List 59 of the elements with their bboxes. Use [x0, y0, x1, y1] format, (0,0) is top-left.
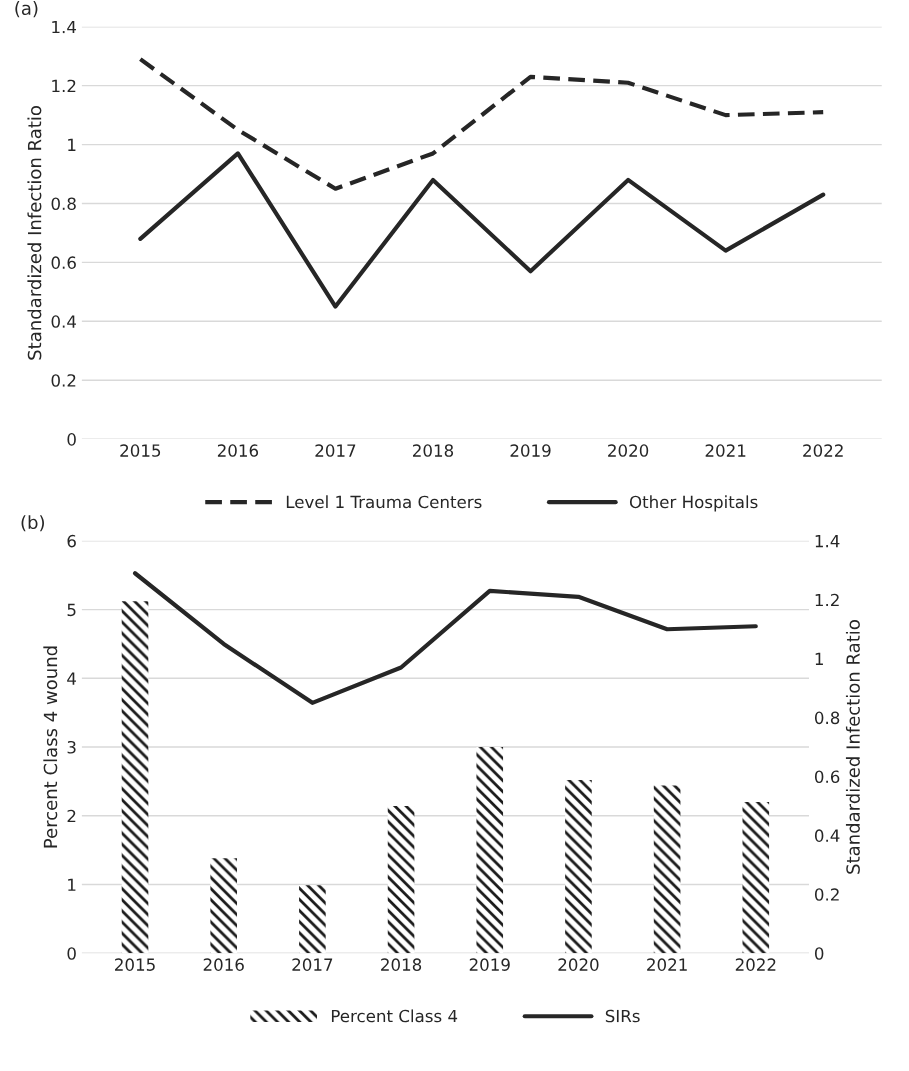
x-tick-label: 2015 — [115, 958, 155, 971]
x-tick-label: 2022 — [803, 444, 843, 457]
line-series — [138, 57, 826, 191]
line-series — [132, 571, 758, 705]
x-tick-label: 2021 — [647, 958, 687, 971]
y-tick-label: 0.2 — [51, 374, 76, 387]
bar — [742, 802, 770, 954]
x-tick-label: 2019 — [469, 958, 510, 971]
y-tick-label: 0.8 — [51, 197, 76, 211]
y-tick-label: 3 — [67, 740, 76, 754]
bar — [121, 601, 149, 954]
legend-label: Level 1 Trauma Centers — [286, 495, 482, 509]
y-tick-label: 1 — [68, 138, 76, 151]
y-tick-label: 0.6 — [51, 256, 76, 269]
y-tick-label: 5 — [67, 603, 76, 617]
bar — [476, 747, 504, 954]
x-tick-label: 2016 — [203, 958, 244, 971]
y2-tick-label: 0.6 — [814, 770, 840, 784]
y-tick-label: 4 — [67, 672, 77, 685]
y-tick-label: 1.4 — [52, 20, 77, 34]
x-tick-label: 2016 — [217, 444, 259, 457]
y-tick-label: 2 — [67, 809, 76, 823]
x-tick-label: 2022 — [735, 958, 776, 971]
x-tick-label: 2017 — [292, 958, 333, 971]
legend-label: Other Hospitals — [629, 495, 758, 512]
legend-label: Percent Class 4 — [331, 1009, 458, 1023]
y2-axis-title: Standardized Infection Ratio — [845, 620, 860, 874]
y2-tick-label: 0 — [814, 947, 824, 960]
x-tick-label: 2021 — [705, 444, 746, 457]
y-axis-title: Standardized Infection Ratio — [27, 106, 42, 360]
x-tick-label: 2018 — [381, 958, 422, 971]
y2-tick-label: 0.2 — [814, 888, 839, 901]
y-tick-label: 1 — [68, 878, 76, 891]
x-tick-label: 2017 — [315, 444, 356, 457]
y2-tick-label: 1 — [815, 652, 823, 665]
legend-label: SIRs — [605, 1009, 640, 1023]
y-tick-label: 0.4 — [51, 315, 77, 328]
bar — [565, 780, 592, 954]
bar — [299, 885, 326, 954]
text: (b) — [21, 515, 44, 532]
y2-tick-label: 1.2 — [815, 593, 839, 607]
y2-tick-label: 1.4 — [815, 535, 840, 548]
text: (a) — [15, 1, 38, 18]
bar — [387, 806, 415, 954]
y-tick-label: 0 — [67, 947, 76, 960]
line-series — [138, 151, 826, 309]
bar — [653, 785, 681, 954]
x-tick-label: 2019 — [510, 444, 551, 457]
x-tick-label: 2015 — [120, 444, 161, 457]
y2-tick-label: 0.4 — [814, 829, 840, 842]
x-tick-label: 2020 — [558, 958, 599, 971]
x-tick-label: 2018 — [413, 444, 454, 457]
x-tick-label: 2020 — [608, 444, 649, 457]
y2-tick-label: 0.8 — [814, 711, 840, 725]
y-tick-label: 1.2 — [52, 79, 76, 93]
y-tick-label: 0 — [67, 433, 76, 446]
y-tick-label: 6 — [67, 534, 76, 548]
bar — [210, 858, 238, 954]
y-axis-title: Percent Class 4 wound — [43, 646, 58, 848]
